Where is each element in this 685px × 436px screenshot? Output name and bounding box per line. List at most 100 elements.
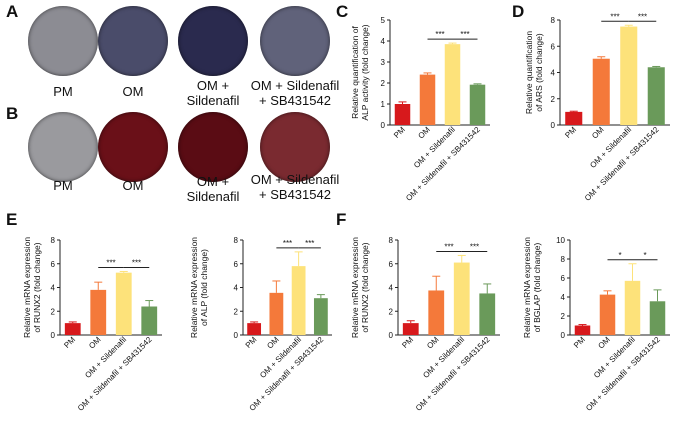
bar-f2-1 [599,294,616,335]
bar-f2-3 [649,301,666,335]
y-tick-label-f2: 10 [556,236,565,245]
y-tick-label-e1: 4 [51,284,56,293]
y-tick-label-f2: 2 [561,312,566,321]
category-label-e2-0: PM [244,335,259,350]
category-label-c-1: OM [416,125,432,141]
well-b-om-sildenafil [178,112,248,182]
y-tick-label-e1: 2 [51,307,56,316]
y-tick-label-d: 0 [551,121,556,130]
bar-f1-1 [428,290,445,335]
y-label-line2-d: of ARS (fold change) [534,33,544,112]
y-tick-label-f1: 2 [389,307,394,316]
significance-label-d-1: *** [638,12,647,21]
y-label-line2-e1: of RUNX2 (fold change) [32,242,42,332]
significance-label-f2-1: * [643,251,646,260]
bar-c-0 [394,104,411,125]
y-tick-label-f1: 0 [389,331,394,340]
category-label-e2-1: OM [265,335,281,351]
well-label-b-pm: PM [53,178,73,193]
category-label-e1-0: PM [62,335,77,350]
well-b-om-sildenafil-sb [260,112,330,182]
well-b-om [98,112,168,182]
bar-d-3 [647,67,665,125]
well-label-a-pm: PM [53,84,73,99]
well-label-a-om-sildenafil: OM + Sildenafil [186,78,240,108]
panel-letter-c: C [336,2,349,21]
well-label-b-om-sildenafil: OM + Sildenafil [186,174,240,204]
well-a-om [98,6,168,76]
bar-e2-3 [313,298,328,335]
y-tick-label-d: 2 [551,95,556,104]
y-tick-label-e2: 0 [234,331,239,340]
y-tick-label-f2: 6 [561,274,566,283]
well-b-pm [28,112,98,182]
panel-letter-a: A [6,2,19,21]
y-tick-label-d: 8 [551,16,556,25]
y-tick-label-c: 2 [381,79,386,88]
significance-label-e1-1: *** [132,258,141,267]
significance-label-d-0: *** [610,12,619,21]
y-tick-label-f1: 8 [389,236,394,245]
significance-label-c-1: *** [460,30,469,39]
y-tick-label-e1: 8 [51,236,56,245]
y-label-line2-e2: of ALP (fold change) [199,249,209,326]
panel-letter-b: B [6,104,19,123]
panel-letter-e: E [6,210,18,229]
y-tick-label-e1: 6 [51,260,56,269]
significance-label-c-0: *** [435,30,444,39]
significance-label-f1-1: *** [470,242,479,251]
y-label-line2-c: ALP activity (fold change) [360,24,370,120]
y-tick-label-e2: 8 [234,236,239,245]
bar-c-3 [469,84,486,125]
bar-e2-0 [247,323,262,335]
category-label-f2-1: OM [596,335,612,351]
bar-d-1 [592,58,610,125]
bar-e1-1 [90,289,107,335]
bar-d-0 [565,111,583,125]
y-tick-label-f2: 0 [561,331,566,340]
y-tick-label-c: 4 [381,37,386,46]
well-label-b-om-sildenafil-sb: OM + Sildenafil + SB431542 [250,172,340,202]
y-tick-label-e2: 6 [234,260,239,269]
category-label-d-0: PM [563,125,578,140]
category-label-f1-1: OM [425,335,441,351]
y-label-line2-f2: of BGLAP (fold change) [532,243,542,333]
bar-f1-0 [402,323,419,335]
y-tick-label-f1: 6 [389,260,394,269]
well-label-a-om: OM [122,84,144,99]
bar-e2-2 [291,266,306,335]
well-label-a-om-sildenafil-sb: OM + Sildenafil + SB431542 [250,78,340,108]
bar-f1-3 [479,293,496,335]
bar-c-1 [419,74,436,125]
bar-e1-3 [141,306,158,335]
well-a-pm [28,6,98,76]
bar-f2-2 [624,280,641,335]
bar-f1-2 [453,262,470,335]
well-label-b-om: OM [122,178,144,193]
bar-f2-0 [574,325,591,335]
bar-e2-1 [269,292,284,335]
significance-label-f1-0: *** [444,242,453,251]
significance-label-e1-0: *** [106,258,115,267]
significance-label-f2-0: * [618,251,621,260]
y-label-line1-e2: Relative mRNA expression [189,237,199,338]
category-label-e1-1: OM [87,335,103,351]
bar-e1-2 [115,272,132,335]
bar-e1-0 [64,323,81,335]
y-tick-label-e1: 0 [51,331,56,340]
category-label-c-0: PM [392,125,407,140]
y-label-line2-f1: of RUNX2 (fold change) [360,242,370,332]
y-label-line1-c: Relative quantification of [350,26,360,119]
y-label-line1-f1: Relative mRNA expression [350,237,360,338]
category-label-d-1: OM [590,125,606,141]
y-tick-label-c: 1 [381,100,386,109]
category-label-f2-0: PM [572,335,587,350]
y-tick-label-d: 4 [551,69,556,78]
panel-letter-f: F [336,210,347,229]
y-tick-label-e2: 4 [234,284,239,293]
y-tick-label-f2: 4 [561,293,566,302]
y-tick-label-d: 6 [551,42,556,51]
y-label-line1-f2: Relative mRNA expression [522,237,532,338]
y-tick-label-f2: 8 [561,255,566,264]
